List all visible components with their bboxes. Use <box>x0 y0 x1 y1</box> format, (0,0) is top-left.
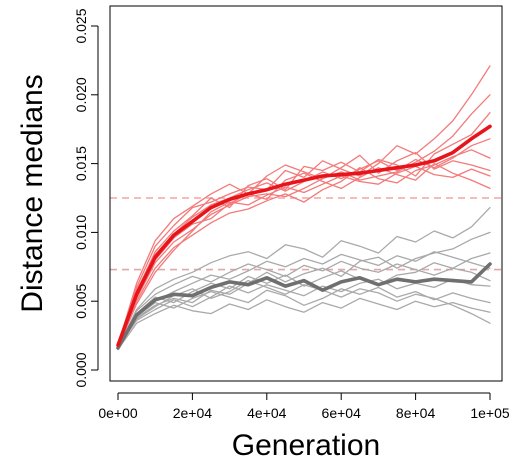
gray-replicate-line-6 <box>117 297 491 351</box>
y-tick-label: 0.020 <box>73 77 89 112</box>
red-replicate-line-10 <box>117 65 491 348</box>
mean-lines <box>116 124 492 350</box>
x-axis-title: Generation <box>232 429 380 462</box>
x-axis: 0e+00 2e+04 4e+04 6e+04 8e+04 1e+05 <box>98 392 510 421</box>
y-tick-label: 0.000 <box>73 352 89 387</box>
x-tick-label: 1e+05 <box>470 405 510 421</box>
red-replicate-line-15 <box>117 162 491 348</box>
gray-replicate-line-8 <box>117 279 491 348</box>
x-tick-label: 8e+04 <box>396 405 436 421</box>
x-tick-label: 6e+04 <box>322 405 362 421</box>
gray-replicate-line-5 <box>117 286 491 349</box>
y-axis: 0.000 0.005 0.010 0.015 0.020 0.025 <box>73 8 99 388</box>
x-tick-label: 4e+04 <box>247 405 287 421</box>
reference-lines <box>110 197 502 271</box>
red-replicate-line-17 <box>117 165 491 348</box>
gray-replicate-line-4 <box>117 278 491 348</box>
gray-replicate-line-9 <box>117 251 491 349</box>
gray-replicate-line-1 <box>117 206 491 349</box>
y-axis-title: Distance medians <box>16 74 49 312</box>
red-mean-line <box>116 124 492 348</box>
gray-replicate-lines <box>117 206 491 351</box>
x-tick-label: 2e+04 <box>173 405 213 421</box>
gray-replicate-line-3 <box>117 252 491 349</box>
x-tick-label: 0e+00 <box>98 405 138 421</box>
y-tick-label: 0.005 <box>73 283 89 318</box>
red-replicate-line-12 <box>117 112 491 345</box>
gray-replicate-line-7 <box>117 260 491 349</box>
gray-mean-line <box>116 262 492 350</box>
y-tick-label: 0.010 <box>73 215 89 250</box>
y-tick-label: 0.015 <box>73 146 89 181</box>
y-tick-label: 0.025 <box>73 8 89 43</box>
red-replicate-line-11 <box>117 94 491 346</box>
plot-frame <box>109 5 503 382</box>
